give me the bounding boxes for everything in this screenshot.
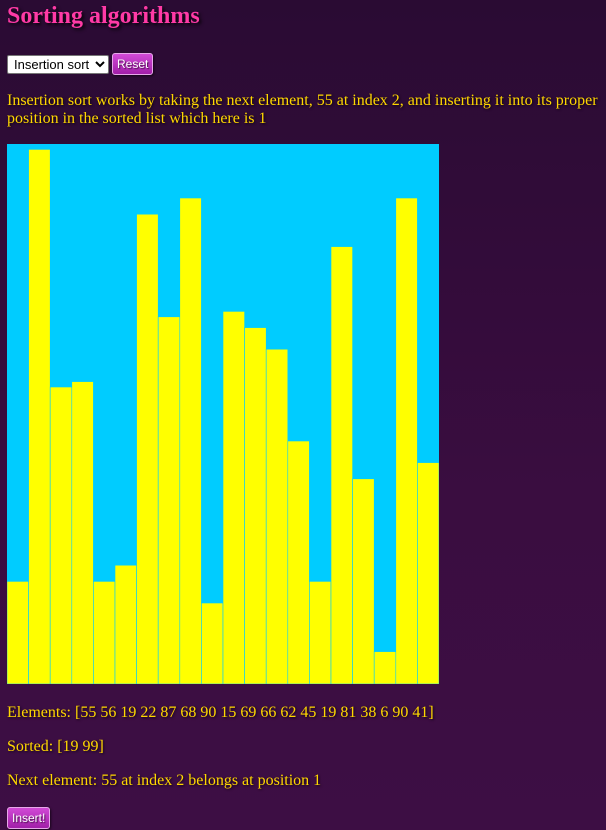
- bar-2: [49, 386, 73, 684]
- sorted-text: Sorted: [19 99]: [7, 738, 104, 755]
- insert-button[interactable]: Insert!: [7, 807, 51, 829]
- bar-14: [309, 581, 332, 684]
- bar-chart-svg: [7, 149, 439, 684]
- bar-chart: [7, 144, 439, 684]
- bar-13: [287, 440, 310, 684]
- bar-15: [330, 246, 353, 684]
- algorithm-description: Insertion sort works by taking the next …: [7, 92, 598, 127]
- bar-5: [114, 564, 137, 684]
- bar-9: [201, 602, 224, 684]
- next-element-text: Next element: 55 at index 2 belongs at p…: [7, 772, 322, 789]
- bar-16: [352, 478, 375, 684]
- bar-7: [157, 316, 181, 684]
- bar-4: [93, 581, 116, 684]
- bar-3: [71, 381, 94, 684]
- algorithm-select[interactable]: Insertion sort: [7, 54, 109, 74]
- bar-11: [244, 327, 267, 684]
- bar-6: [136, 213, 159, 684]
- bar-0: [7, 581, 29, 684]
- reset-button[interactable]: Reset: [112, 53, 154, 75]
- controls-bar: Insertion sort Reset: [7, 53, 154, 75]
- bar-8: [179, 197, 202, 684]
- bar-17: [373, 651, 397, 684]
- bar-1: [28, 149, 51, 684]
- bar-18: [395, 197, 418, 684]
- bar-12: [265, 348, 289, 684]
- page-title: Sorting algorithms: [7, 3, 200, 29]
- elements-text: Elements: [55 56 19 22 87 68 90 15 69 66…: [7, 704, 434, 721]
- bar-10: [222, 311, 245, 684]
- bar-19: [417, 462, 439, 684]
